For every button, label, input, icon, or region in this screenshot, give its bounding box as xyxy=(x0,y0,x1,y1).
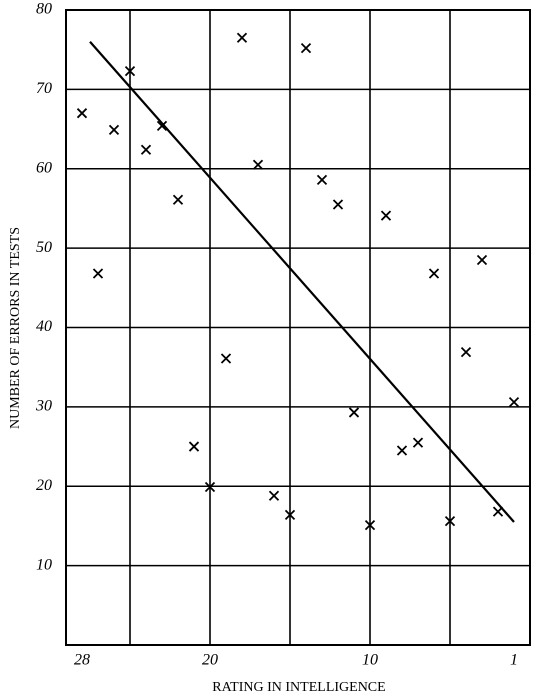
data-point xyxy=(348,407,360,418)
data-point xyxy=(444,516,456,527)
data-point xyxy=(236,32,248,43)
data-point xyxy=(268,490,280,501)
data-point xyxy=(204,481,216,493)
y-tick-label: 60 xyxy=(36,159,52,176)
data-point xyxy=(92,268,104,279)
data-point xyxy=(172,194,184,205)
data-point xyxy=(220,353,232,364)
y-tick-label: 80 xyxy=(36,1,52,18)
data-point xyxy=(492,506,504,517)
data-point xyxy=(156,120,168,132)
trend-line xyxy=(89,41,515,523)
y-axis-label: NUMBER OF ERRORS IN TESTS xyxy=(8,227,23,429)
x-tick-label: 10 xyxy=(362,652,378,669)
x-axis-label: RATING IN INTELLIGENCE xyxy=(212,680,385,695)
data-point xyxy=(508,396,520,408)
y-tick-label: 50 xyxy=(36,239,52,256)
data-point xyxy=(284,509,296,520)
y-tick-label: 10 xyxy=(36,556,52,573)
data-point xyxy=(316,174,328,185)
data-point xyxy=(140,144,152,155)
data-point xyxy=(476,254,488,266)
y-tick-label: 30 xyxy=(35,398,52,415)
data-point xyxy=(76,108,88,119)
data-point xyxy=(380,210,392,221)
data-point xyxy=(332,199,344,210)
data-point xyxy=(412,437,424,448)
data-point xyxy=(252,159,264,170)
y-tick-label: 70 xyxy=(36,80,52,97)
data-point xyxy=(124,65,136,77)
data-point xyxy=(188,441,200,452)
x-tick-label: 1 xyxy=(510,652,518,669)
data-point xyxy=(460,346,472,358)
data-point xyxy=(364,520,376,531)
y-tick-label: 20 xyxy=(36,477,52,494)
y-tick-label: 40 xyxy=(36,318,52,335)
data-point xyxy=(428,268,440,279)
data-point xyxy=(396,445,408,456)
x-tick-label: 28 xyxy=(74,652,90,669)
data-point xyxy=(300,42,312,54)
data-point xyxy=(108,124,120,135)
x-tick-label: 20 xyxy=(202,652,218,669)
